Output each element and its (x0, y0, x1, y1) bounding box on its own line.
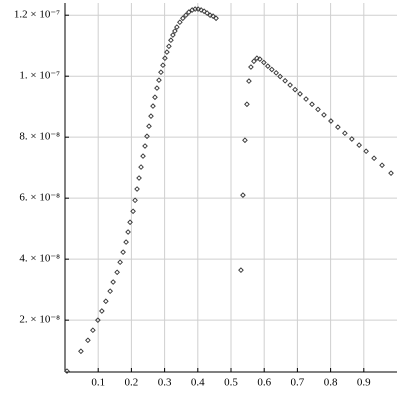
data-point (198, 7, 204, 13)
y-tick-label: 4. × 10⁻⁸ (19, 253, 60, 265)
data-point (174, 24, 180, 30)
data-point (154, 85, 160, 91)
data-point (303, 96, 309, 102)
data-point (117, 259, 123, 266)
data-point (138, 164, 144, 170)
data-point (142, 143, 148, 149)
data-point (183, 12, 189, 19)
data-point (268, 66, 275, 73)
data-point (379, 162, 385, 169)
y-tick-label: 1.2 × 10⁻⁷ (14, 9, 60, 21)
data-point (180, 15, 186, 22)
data-point (64, 368, 70, 374)
data-point (166, 43, 172, 50)
data-point (204, 10, 210, 16)
data-point (277, 73, 283, 80)
data-point (371, 155, 377, 162)
y-tick-label: 6. × 10⁻⁸ (19, 192, 60, 204)
data-point (146, 123, 152, 130)
data-point (102, 298, 109, 305)
data-point (140, 153, 146, 159)
data-point (207, 12, 213, 19)
x-tick-label: 0.7 (291, 377, 305, 389)
data-point (164, 49, 170, 55)
data-point (238, 267, 244, 273)
data-point (287, 82, 293, 88)
data-point (321, 112, 327, 118)
data-point (328, 118, 334, 124)
data-point (342, 130, 348, 137)
data-point (282, 77, 288, 84)
data-point (273, 69, 279, 76)
data-point (127, 219, 133, 226)
data-point (248, 64, 254, 70)
x-tick-label: 0.1 (91, 377, 105, 389)
x-tick-label: 0.5 (224, 377, 238, 389)
data-point (195, 6, 201, 12)
data-point (99, 308, 105, 314)
data-point (150, 103, 156, 109)
data-point (144, 133, 150, 140)
data-point (107, 288, 113, 295)
data-point (130, 208, 136, 215)
data-point (210, 13, 216, 19)
data-point (120, 249, 126, 255)
data-point (240, 192, 246, 198)
data-point (349, 136, 355, 142)
data-point (292, 86, 298, 93)
data-point (177, 19, 183, 26)
data-point (114, 269, 120, 276)
data-point (335, 124, 341, 130)
data-point (356, 142, 362, 148)
data-point (251, 58, 257, 65)
data-point (156, 77, 162, 83)
y-tick-label: 1. × 10⁻⁷ (19, 70, 60, 82)
data-point (148, 113, 154, 119)
data-point (110, 279, 116, 285)
data-point (297, 91, 303, 97)
data-point (90, 327, 96, 334)
data-point (160, 62, 166, 69)
data-point (85, 337, 91, 344)
data-point (136, 175, 142, 181)
x-tick-label: 0.9 (357, 377, 371, 389)
data-point (170, 32, 176, 38)
data-point (261, 59, 267, 66)
data-point (152, 94, 158, 101)
data-point (315, 106, 321, 113)
data-point (242, 137, 248, 144)
data-point (265, 63, 271, 69)
data-point (185, 9, 192, 15)
data-point (172, 28, 178, 34)
x-tick-label: 0.6 (257, 377, 271, 389)
x-tick-label: 0.8 (324, 377, 338, 389)
data-point (78, 348, 84, 355)
data-point (132, 197, 138, 204)
data-point (213, 15, 219, 22)
y-tick-label: 2. × 10⁻⁸ (19, 314, 60, 326)
data-point (246, 78, 252, 84)
data-point (168, 37, 174, 44)
data-point (309, 101, 315, 108)
x-tick-label: 0.2 (125, 377, 139, 389)
data-point (254, 55, 260, 62)
data-point (244, 101, 250, 108)
data-point (363, 148, 369, 155)
data-point (134, 186, 140, 192)
data-point (95, 317, 101, 323)
data-point (388, 170, 394, 177)
data-point (125, 229, 131, 235)
data-point (158, 69, 164, 76)
data-point (257, 56, 263, 62)
data-point (123, 239, 129, 245)
x-tick-label: 0.4 (191, 377, 205, 389)
data-point (162, 55, 168, 62)
x-tick-label: 0.3 (158, 377, 172, 389)
y-tick-label: 8. × 10⁻⁸ (19, 131, 60, 143)
data-point (201, 8, 207, 15)
